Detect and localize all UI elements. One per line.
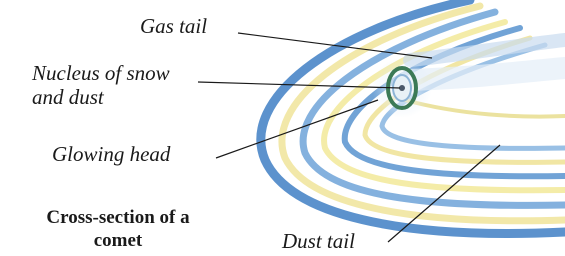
comet-illustration: [261, 0, 565, 233]
caption: Cross-section of a: [46, 207, 190, 228]
label: Gas tail: [140, 14, 207, 38]
label: Nucleus of snow: [31, 61, 170, 85]
label: Dust tail: [281, 229, 355, 253]
label: Glowing head: [52, 142, 171, 166]
label: and dust: [32, 85, 105, 109]
caption: comet: [94, 230, 143, 251]
comet-diagram: Gas tail Nucleus of snow and dust Glowin…: [0, 0, 565, 256]
